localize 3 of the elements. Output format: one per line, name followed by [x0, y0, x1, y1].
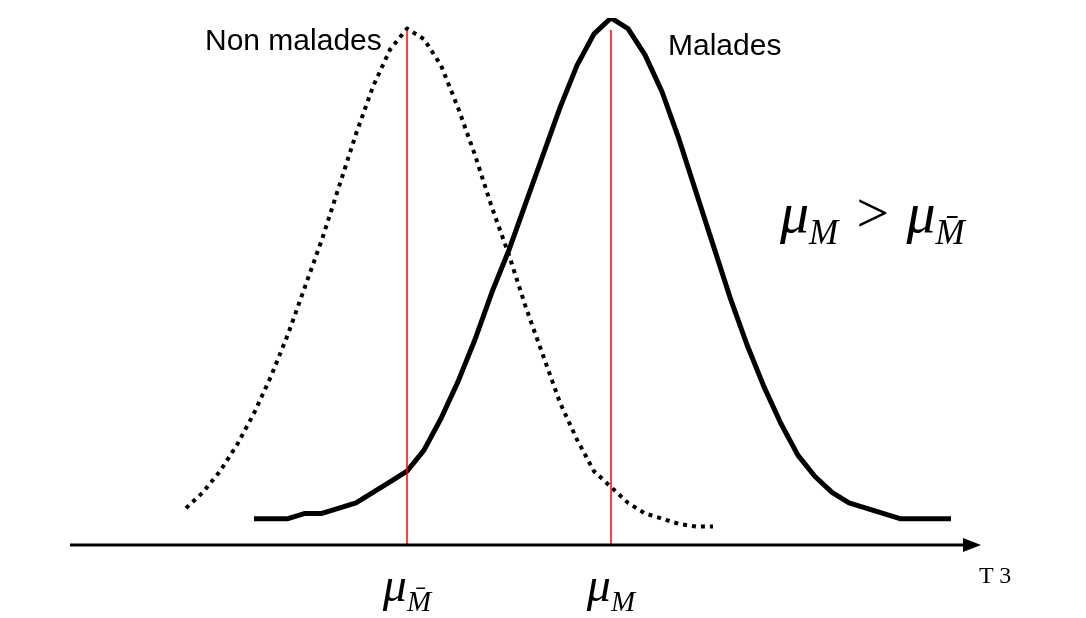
x-axis-title: T 3	[979, 562, 1012, 588]
series-label: Non malades	[205, 23, 382, 56]
series-label: Malades	[668, 28, 782, 61]
